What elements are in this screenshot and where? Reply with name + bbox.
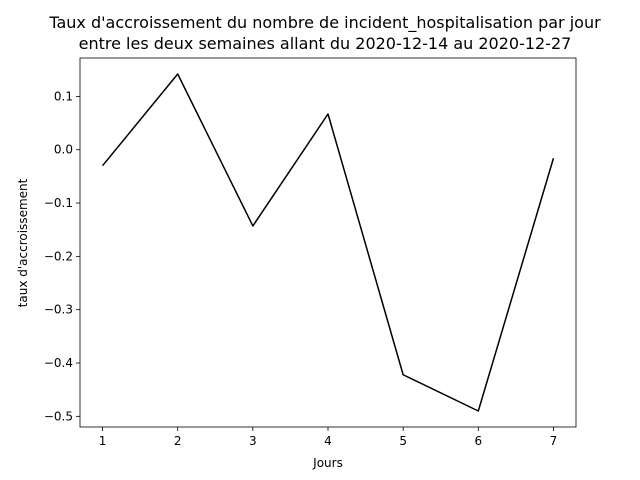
y-tick-label: −0.3 <box>44 303 73 317</box>
x-tick-label: 5 <box>399 434 407 448</box>
y-tick-label: 0.0 <box>54 143 73 157</box>
y-tick-label: 0.1 <box>54 89 73 103</box>
chart-title-line-1: Taux d'accroissement du nombre de incide… <box>48 13 601 33</box>
x-axis-label: Jours <box>312 456 343 470</box>
x-tick-label: 1 <box>99 434 107 448</box>
x-tick-label: 2 <box>174 434 182 448</box>
y-tick-label: −0.4 <box>44 356 73 370</box>
y-tick-label: −0.1 <box>44 196 73 210</box>
x-tick-label: 3 <box>249 434 257 448</box>
y-axis-label: taux d'accroissement <box>16 178 30 307</box>
x-tick-label: 7 <box>550 434 558 448</box>
x-tick-label: 6 <box>474 434 482 448</box>
x-tick-label: 4 <box>324 434 332 448</box>
y-tick-label: −0.2 <box>44 249 73 263</box>
chart-title-line-2: entre les deux semaines allant du 2020-1… <box>79 34 572 53</box>
plot-area: 1 2 3 4 5 6 7 0.1 0.0 −0.1 −0.2 −0.3 −0.4 −0.5 <box>44 57 577 448</box>
y-tick-label: −0.5 <box>44 409 73 423</box>
series-line <box>101 73 555 412</box>
